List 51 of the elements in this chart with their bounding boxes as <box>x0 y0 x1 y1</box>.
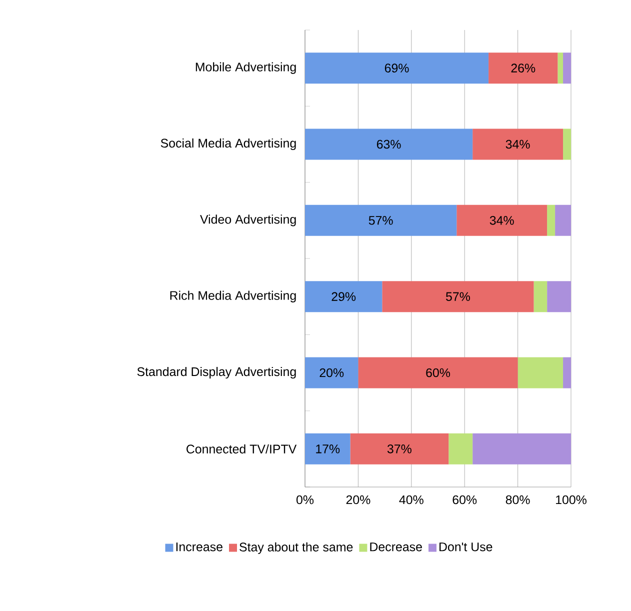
data-label: 57% <box>446 292 470 301</box>
data-label: 57% <box>368 216 393 225</box>
bar <box>488 52 558 84</box>
bar <box>448 433 473 464</box>
y-tick-label: Standard Display Advertising <box>137 366 296 379</box>
bar <box>305 52 489 84</box>
bar <box>305 433 350 464</box>
data-label: 20% <box>320 368 344 378</box>
bar <box>358 357 518 388</box>
legend-label: Decrease <box>370 542 422 552</box>
y-tick-label: Connected TV/IPTV <box>186 444 297 454</box>
bar <box>305 204 457 236</box>
data-label: 26% <box>511 64 536 72</box>
y-tick-label: Mobile Advertising <box>196 62 296 74</box>
bar <box>547 204 556 236</box>
bar <box>305 281 382 312</box>
bar <box>305 357 358 388</box>
x-tick-label: 100% <box>556 495 586 504</box>
bar <box>472 128 564 160</box>
data-label: 63% <box>376 140 401 149</box>
bar <box>563 357 572 388</box>
bar <box>563 128 572 160</box>
bar <box>305 128 473 160</box>
data-label: 69% <box>384 64 409 72</box>
legend-label: Increase <box>176 542 222 552</box>
legend-label: Stay about the same <box>240 542 353 554</box>
bar <box>382 281 534 312</box>
data-label: 34% <box>506 140 530 149</box>
y-tick-label: Video Advertising <box>200 214 296 226</box>
x-tick-label: 20% <box>346 495 370 504</box>
x-tick-label: 40% <box>399 495 424 504</box>
bar <box>456 204 548 236</box>
bar <box>563 52 572 84</box>
y-tick-label: Social Media Advertising <box>160 138 296 150</box>
bar <box>518 357 564 388</box>
legend-label: Don't Use <box>439 542 492 552</box>
data-label: 34% <box>490 216 514 225</box>
y-tick-label: Rich Media Advertising <box>170 290 296 302</box>
data-label: 29% <box>332 292 356 301</box>
bar <box>547 281 572 312</box>
bar <box>472 433 572 464</box>
data-label: 17% <box>316 444 340 454</box>
bar <box>555 204 572 236</box>
bar <box>558 52 564 84</box>
bar <box>350 433 449 464</box>
bar <box>534 281 548 312</box>
x-tick-label: 60% <box>452 495 477 504</box>
x-tick-label: 0% <box>296 495 314 504</box>
x-tick-label: 80% <box>506 495 530 504</box>
data-label: 37% <box>387 444 412 454</box>
data-label: 60% <box>426 368 450 378</box>
